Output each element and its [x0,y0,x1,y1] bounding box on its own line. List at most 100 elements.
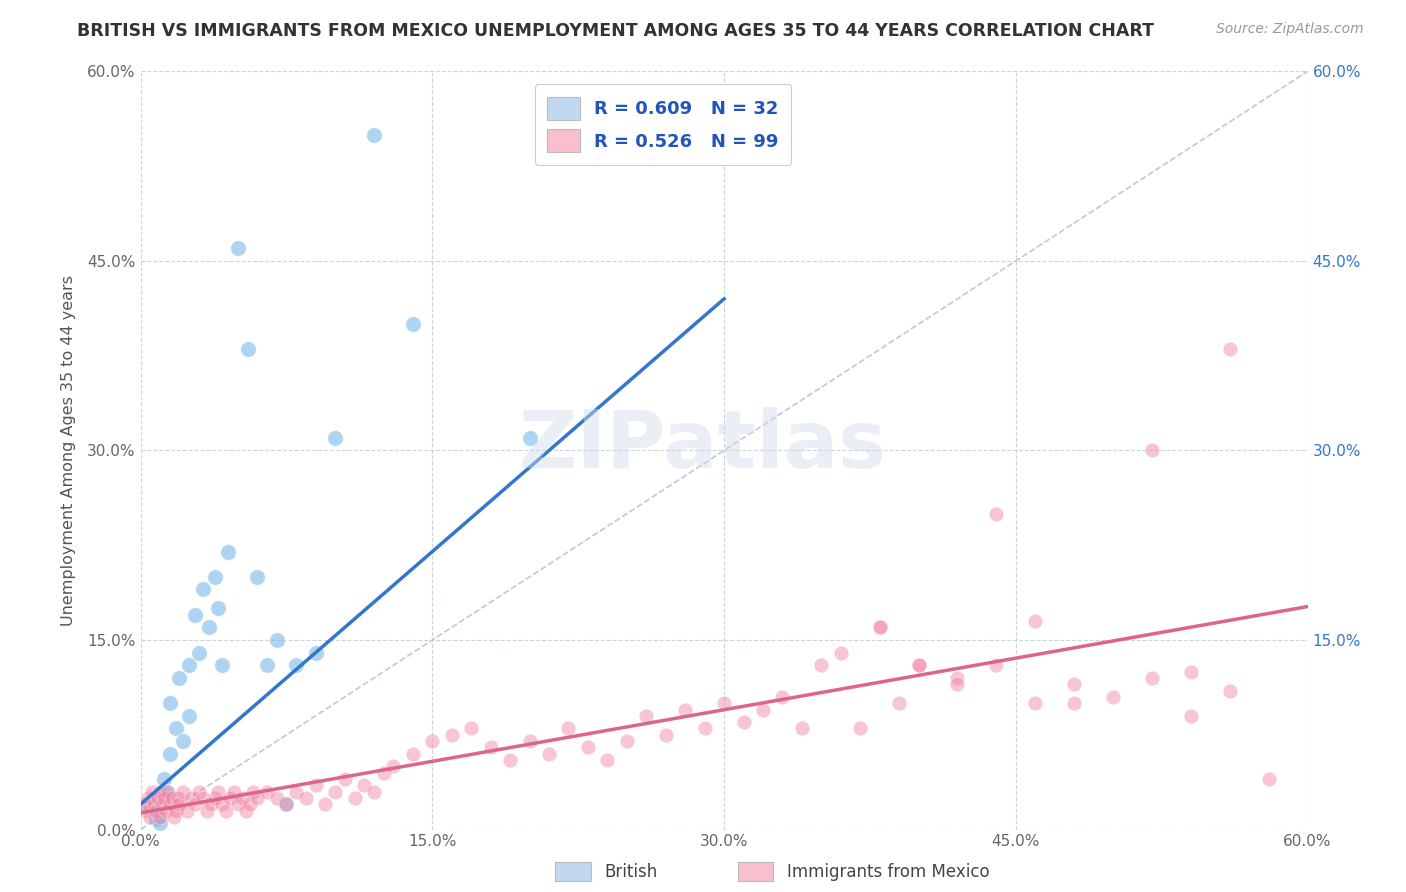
Point [907,658,929,673]
Point [188,785,211,799]
Text: ZIPatlas: ZIPatlas [519,407,887,485]
Point [323,785,346,799]
Point [305,778,328,792]
Point [557,722,579,736]
Point [673,702,696,716]
Point [145,813,167,827]
Point [869,620,891,634]
Point [889,696,911,710]
Point [176,804,198,818]
Point [215,804,238,818]
Point [246,791,269,805]
Point [246,570,269,584]
Text: BRITISH VS IMMIGRANTS FROM MEXICO UNEMPLOYMENT AMONG AGES 35 TO 44 YEARS CORRELA: BRITISH VS IMMIGRANTS FROM MEXICO UNEMPL… [77,22,1154,40]
Point [402,317,425,331]
Point [314,797,336,812]
Point [986,658,1008,673]
Point [204,570,226,584]
Point [226,797,249,812]
Point [159,797,181,812]
Point [1257,772,1279,786]
Point [155,804,177,818]
Point [636,708,658,723]
Point [191,582,214,597]
Point [1063,677,1085,691]
Point [169,671,191,685]
Point [422,734,444,748]
Y-axis label: Unemployment Among Ages 35 to 44 years: Unemployment Among Ages 35 to 44 years [60,275,76,626]
Point [139,797,162,812]
Point [538,747,561,761]
Point [353,778,375,792]
Text: Source: ZipAtlas.com: Source: ZipAtlas.com [1216,22,1364,37]
Point [235,804,257,818]
Point [276,797,298,812]
Point [323,431,346,445]
Point [1180,665,1202,679]
Point [188,646,211,660]
Point [172,734,194,748]
Point [1024,696,1046,710]
Point [180,791,202,805]
Point [146,791,169,805]
Point [165,722,187,736]
Point [135,804,157,818]
Point [238,797,260,812]
Point [184,607,207,622]
Point [191,791,214,805]
Point [693,722,716,736]
Point [733,715,755,730]
Point [295,791,318,805]
Point [713,696,735,710]
Point [195,804,218,818]
Legend: R = 0.609   N = 32, R = 0.526   N = 99: R = 0.609 N = 32, R = 0.526 N = 99 [534,84,792,165]
Point [149,785,172,799]
Point [333,772,356,786]
Point [946,677,969,691]
Point [266,791,288,805]
Point [217,544,239,558]
Point [772,690,794,704]
Point [1219,683,1241,698]
Point [1180,708,1202,723]
Point [305,646,328,660]
Point [219,791,242,805]
Point [179,658,201,673]
Point [256,785,278,799]
Point [169,797,191,812]
Point [276,797,298,812]
Point [211,658,233,673]
Point [1102,690,1125,704]
Point [519,431,541,445]
Point [155,785,177,799]
Point [207,601,229,615]
Point [150,797,173,812]
Point [810,658,832,673]
Point [184,797,207,812]
Point [1140,671,1163,685]
Point [946,671,969,685]
Point [382,759,405,773]
Point [460,722,482,736]
Point [200,797,222,812]
Point [163,810,186,824]
Point [285,658,308,673]
Point [138,791,160,805]
Point [156,785,179,799]
Point [752,702,775,716]
Point [231,791,253,805]
Point [576,740,599,755]
Point [830,646,852,660]
Text: British: British [605,863,658,881]
Point [363,128,385,142]
Point [139,810,162,824]
Point [519,734,541,748]
Point [149,816,172,830]
Point [197,620,219,634]
Point [153,772,176,786]
Point [207,785,229,799]
Point [211,797,233,812]
Point [1063,696,1085,710]
Point [869,620,891,634]
Point [479,740,502,755]
